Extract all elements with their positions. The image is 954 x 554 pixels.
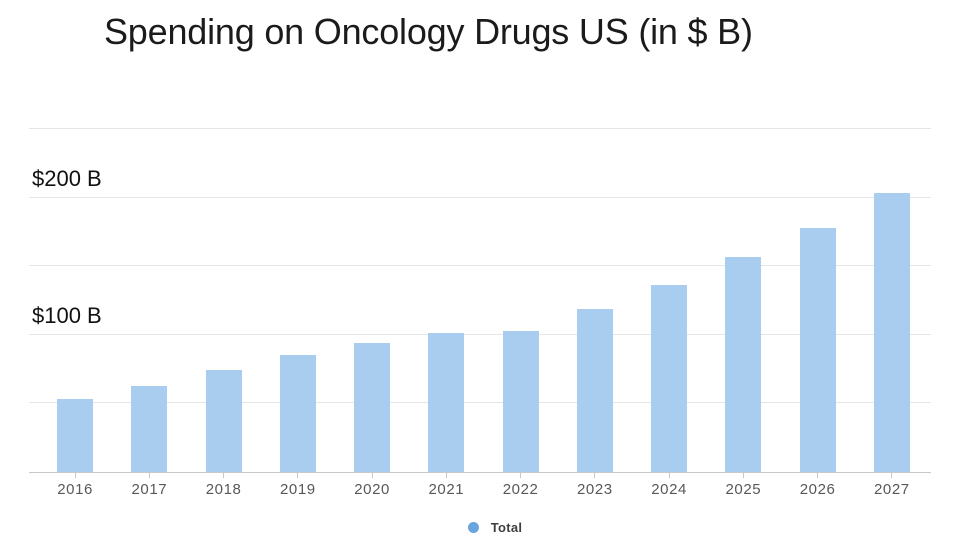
x-slot-2021: 2021: [409, 473, 483, 498]
x-slot-2017: 2017: [112, 473, 186, 498]
x-axis: 2016 2017 2018 2019 2020 2021 2022 2023 2024 2025…: [38, 473, 929, 498]
bar-2024[interactable]: [651, 285, 688, 472]
bar-slot-2022: [484, 129, 558, 472]
x-tick-2026: [817, 473, 819, 478]
x-tick-2021: [445, 473, 447, 478]
bar-2025[interactable]: [725, 256, 762, 472]
y-axis-label-100: $100 B: [32, 302, 102, 328]
gridline-100: [29, 333, 931, 335]
x-axis-label-2025: 2025: [725, 481, 762, 498]
bar-slot-2025: [706, 129, 780, 472]
x-tick-2025: [742, 473, 744, 478]
x-tick-2019: [297, 473, 299, 478]
x-axis-label-2020: 2020: [354, 481, 391, 498]
x-axis-label-2024: 2024: [651, 481, 688, 498]
bar-2021[interactable]: [428, 333, 465, 472]
x-axis-label-2026: 2026: [799, 481, 836, 498]
bar-2019[interactable]: [279, 355, 316, 472]
bar-slot-2021: [409, 129, 483, 472]
bar-slot-2026: [781, 129, 855, 472]
x-slot-2027: 2027: [855, 473, 929, 498]
x-slot-2019: 2019: [261, 473, 335, 498]
gridline-150: [29, 265, 931, 267]
bar-2027[interactable]: [873, 193, 910, 472]
bar-2016[interactable]: [57, 399, 94, 472]
chart-title: Spending on Oncology Drugs US (in $ B): [104, 11, 753, 52]
x-slot-2022: 2022: [484, 473, 558, 498]
bar-2017[interactable]: [131, 385, 168, 472]
x-tick-2027: [891, 473, 893, 478]
x-slot-2026: 2026: [781, 473, 855, 498]
x-tick-2022: [520, 473, 522, 478]
x-slot-2018: 2018: [187, 473, 261, 498]
bar-2023[interactable]: [576, 308, 613, 472]
bar-2022[interactable]: [502, 330, 539, 472]
x-slot-2020: 2020: [335, 473, 409, 498]
gridline-250: [29, 128, 931, 129]
bar-slot-2017: [112, 129, 186, 472]
x-axis-label-2021: 2021: [428, 481, 465, 498]
x-tick-2018: [223, 473, 225, 478]
x-slot-2024: 2024: [632, 473, 706, 498]
x-axis-label-2016: 2016: [57, 481, 94, 498]
gridline-50: [29, 402, 931, 404]
x-axis-label-2018: 2018: [205, 481, 242, 498]
bar-slot-2019: [261, 129, 335, 472]
bar-2020[interactable]: [354, 343, 391, 472]
gridline-200: [29, 196, 931, 198]
x-axis-label-2023: 2023: [576, 481, 613, 498]
plot-area: $100 B $200 B: [29, 128, 931, 473]
x-tick-2016: [74, 473, 76, 478]
legend-item-total[interactable]: Total: [18, 515, 954, 539]
y-axis-label-200: $200 B: [32, 165, 102, 191]
x-slot-2023: 2023: [558, 473, 632, 498]
bar-slot-2020: [335, 129, 409, 472]
bar-slot-2024: [632, 129, 706, 472]
bar-2018[interactable]: [205, 370, 242, 472]
x-slot-2016: 2016: [38, 473, 112, 498]
x-axis-label-2017: 2017: [131, 481, 168, 498]
bar-slot-2027: [855, 129, 929, 472]
x-tick-2017: [148, 473, 150, 478]
x-axis-label-2027: 2027: [873, 481, 910, 498]
x-slot-2025: 2025: [706, 473, 780, 498]
bars-row: [38, 129, 929, 472]
bar-slot-2023: [558, 129, 632, 472]
x-axis-label-2022: 2022: [502, 481, 539, 498]
legend-marker-icon: [467, 521, 479, 533]
bar-slot-2018: [187, 129, 261, 472]
x-tick-2020: [371, 473, 373, 478]
x-tick-2023: [594, 473, 596, 478]
bar-slot-2016: [38, 129, 112, 472]
bar-2026[interactable]: [799, 227, 836, 472]
x-axis-label-2019: 2019: [279, 481, 316, 498]
x-tick-2024: [668, 473, 670, 478]
legend-label: Total: [490, 519, 523, 535]
